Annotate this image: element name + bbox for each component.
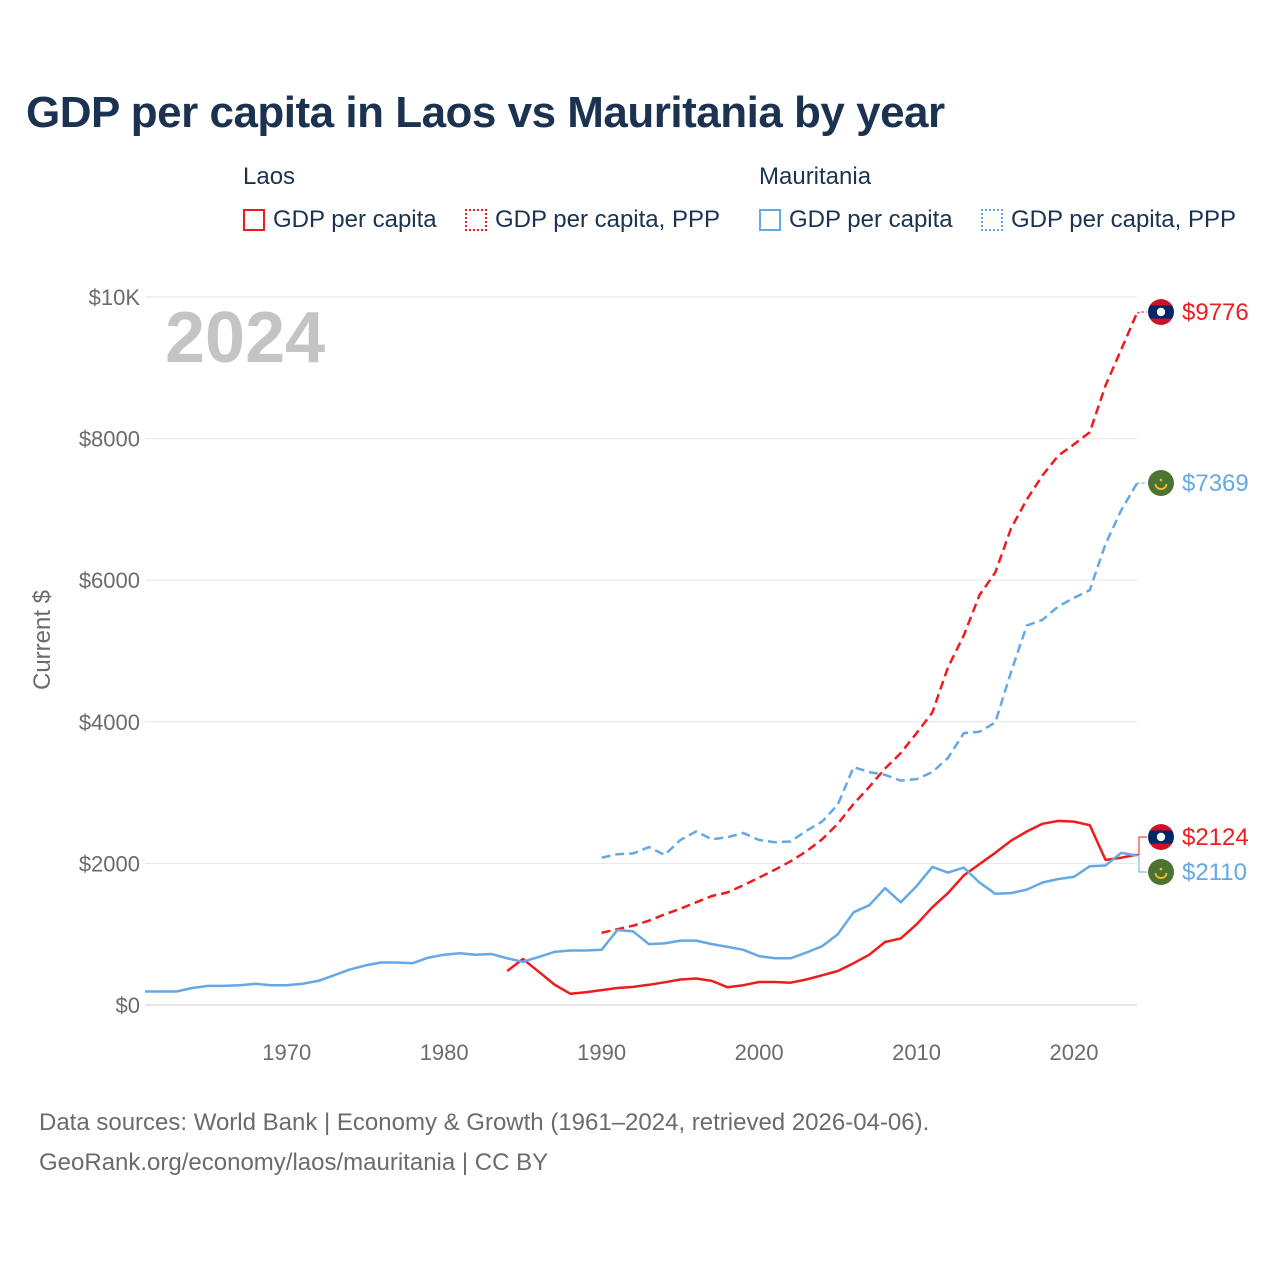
chart-title: GDP per capita in Laos vs Mauritania by …	[26, 88, 945, 137]
end-label-mauritania-ppp: $7369	[1182, 470, 1249, 497]
x-tick-label: 2000	[735, 1040, 784, 1065]
laos-flag-icon	[1147, 298, 1175, 326]
legend-group-laos: Laos	[243, 163, 296, 190]
legend-group-mauritania: Mauritania	[759, 163, 872, 190]
series-line-laos-ppp	[601, 312, 1139, 935]
legend-item-mauritania-gdp[interactable]: GDP per capita	[759, 204, 953, 236]
year-label: 2024	[165, 298, 325, 378]
mauritania-flag-icon	[1148, 470, 1174, 496]
laos-flag-icon	[1147, 823, 1175, 851]
series-line-laos-gdp	[506, 819, 1138, 995]
label-connector	[1137, 311, 1147, 314]
y-tick-label: $4000	[79, 710, 140, 735]
series-line-mauritania-gdp	[145, 851, 1138, 993]
x-tick-label: 1970	[262, 1040, 311, 1065]
y-tick-label: $6000	[79, 568, 140, 593]
legend-swatch-solid-icon	[243, 209, 265, 231]
end-label-mauritania-gdp: $2110	[1182, 859, 1247, 886]
y-axis-title: Current $	[29, 590, 56, 690]
legend-label: GDP per capita, PPP	[495, 206, 720, 233]
legend-label: GDP per capita, PPP	[1011, 206, 1236, 233]
footer-link[interactable]: GeoRank.org/economy/laos/mauritania | CC…	[39, 1149, 549, 1176]
y-tick-label: $8000	[79, 427, 140, 452]
x-tick-label: 2010	[892, 1040, 941, 1065]
legend-swatch-dotted-icon	[465, 209, 487, 231]
x-tick-label: 2020	[1050, 1040, 1099, 1065]
mauritania-flag-icon	[1148, 859, 1174, 885]
x-tick-label: 1980	[420, 1040, 469, 1065]
x-tick-label: 1990	[577, 1040, 626, 1065]
legend-item-mauritania-ppp[interactable]: GDP per capita, PPP	[981, 204, 1236, 236]
legend-label: GDP per capita	[273, 206, 437, 233]
y-tick-label: $2000	[79, 851, 140, 876]
legend-item-laos-gdp[interactable]: GDP per capita	[243, 204, 437, 236]
legend-item-laos-ppp[interactable]: GDP per capita, PPP	[465, 204, 720, 236]
y-tick-label: $10K	[89, 285, 141, 310]
legend-label: GDP per capita	[789, 206, 953, 233]
end-label-laos-ppp: $9776	[1182, 299, 1249, 326]
series-line-mauritania-ppp	[601, 482, 1139, 859]
label-connector	[1137, 855, 1147, 873]
label-connector	[1137, 836, 1147, 856]
legend-swatch-solid-icon	[759, 209, 781, 231]
end-label-laos-gdp: $2124	[1182, 824, 1249, 851]
footer-sources: Data sources: World Bank | Economy & Gro…	[39, 1109, 930, 1136]
y-tick-label: $0	[116, 993, 140, 1018]
legend-swatch-dotted-icon	[981, 209, 1003, 231]
